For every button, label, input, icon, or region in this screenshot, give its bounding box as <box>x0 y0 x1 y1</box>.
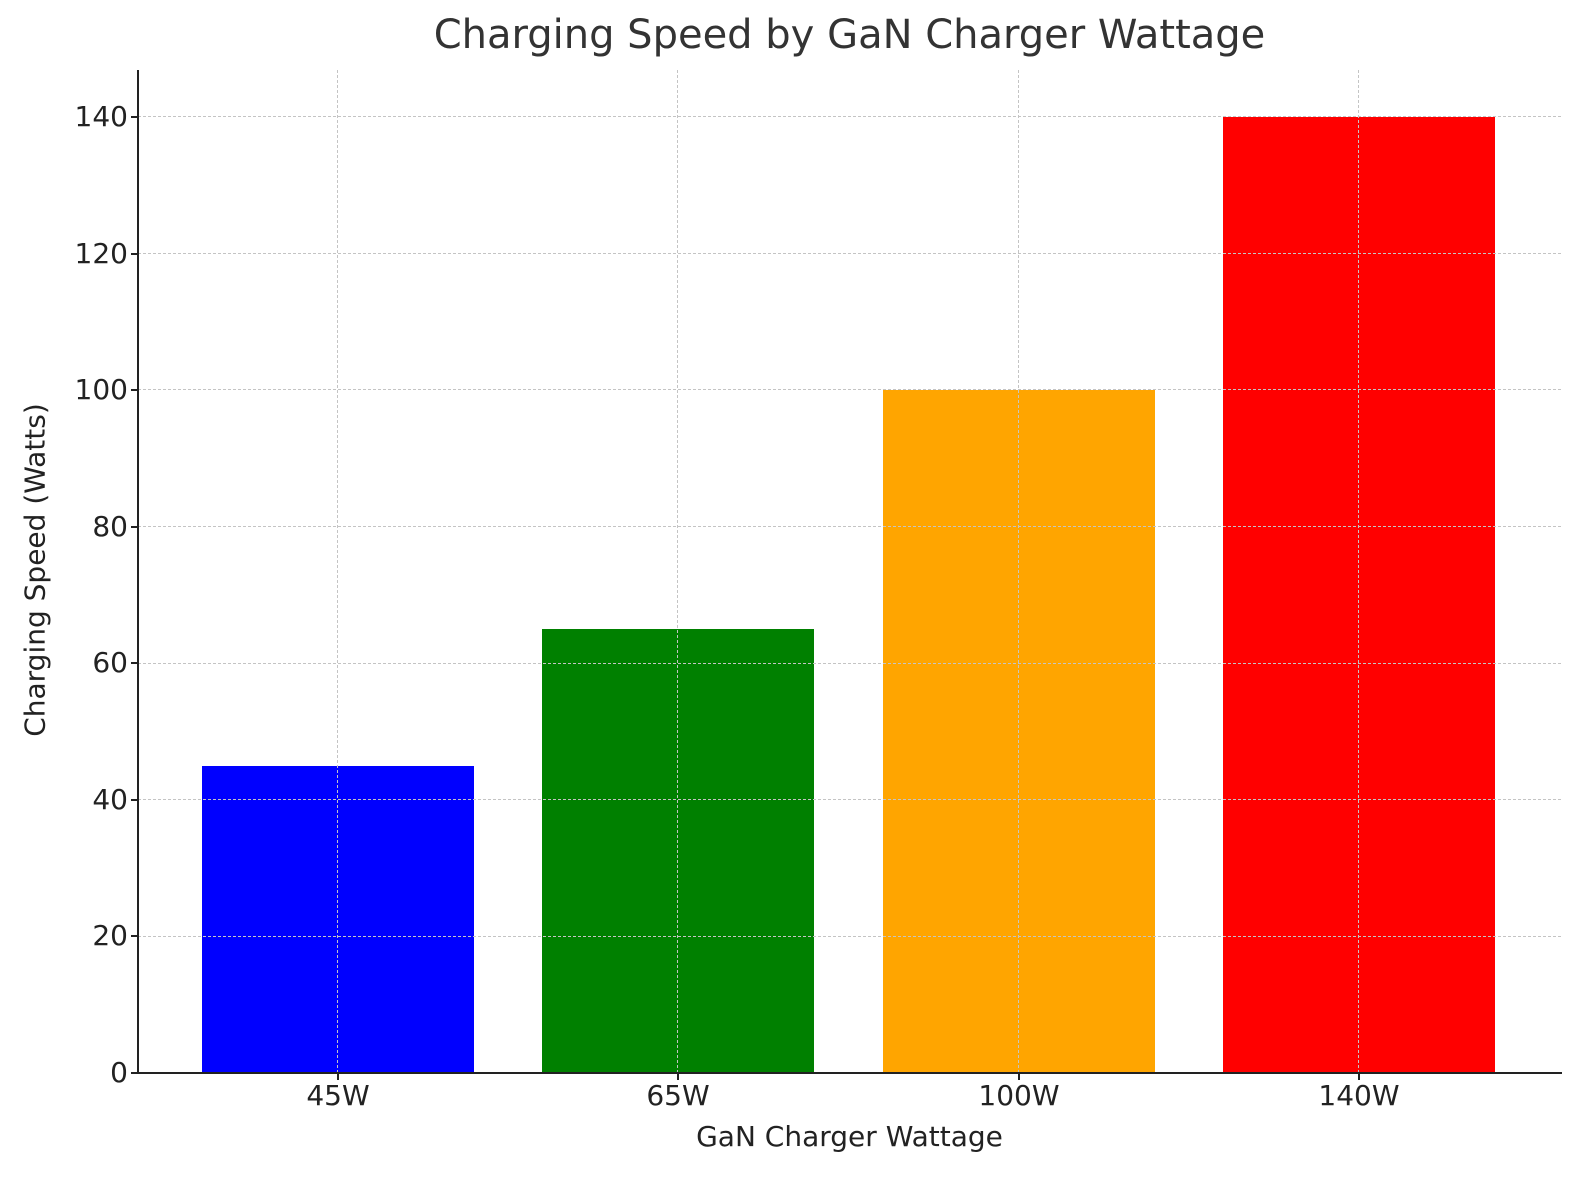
x-tick-mark <box>677 1073 679 1080</box>
y-tick-label: 80 <box>92 509 128 543</box>
y-axis-label: Charging Speed (Watts) <box>18 403 52 737</box>
x-tick-label: 100W <box>978 1079 1060 1112</box>
x-tick-label: 65W <box>646 1079 710 1112</box>
y-tick-label: 120 <box>74 236 128 270</box>
x-tick-label: 140W <box>1318 1079 1400 1112</box>
y-tick-mark <box>131 252 138 255</box>
horizontal-gridline <box>138 935 1561 937</box>
vertical-gridline <box>677 70 679 1073</box>
y-tick-label: 60 <box>92 646 128 680</box>
x-axis-line <box>137 1072 1562 1074</box>
horizontal-gridline <box>138 116 1561 118</box>
x-tick-mark <box>1358 1073 1360 1080</box>
x-tick-label: 45W <box>306 1079 370 1112</box>
y-tick-mark <box>131 935 138 938</box>
y-tick-label: 100 <box>74 373 128 407</box>
horizontal-gridline <box>138 662 1561 664</box>
chart-title: Charging Speed by GaN Charger Wattage <box>433 12 1266 58</box>
vertical-gridline <box>1018 70 1020 1073</box>
x-tick-mark <box>337 1073 339 1080</box>
y-tick-label: 0 <box>110 1056 128 1089</box>
x-axis-label: GaN Charger Wattage <box>696 1120 1003 1153</box>
horizontal-gridline <box>138 799 1561 801</box>
y-tick-mark <box>131 525 138 528</box>
y-tick-mark <box>131 1072 138 1074</box>
vertical-gridline <box>337 70 339 1073</box>
y-tick-label: 20 <box>92 919 128 953</box>
horizontal-gridline <box>138 525 1561 527</box>
y-tick-mark <box>131 798 138 801</box>
y-axis-line <box>137 70 139 1074</box>
y-tick-mark <box>131 116 138 118</box>
y-tick-label: 40 <box>92 782 128 816</box>
y-tick-mark <box>131 662 138 665</box>
horizontal-gridline <box>138 252 1561 254</box>
y-tick-mark <box>131 389 138 392</box>
vertical-gridline <box>1358 70 1360 1073</box>
horizontal-gridline <box>138 389 1561 391</box>
y-tick-label: 140 <box>74 100 128 133</box>
x-tick-mark <box>1018 1073 1020 1080</box>
